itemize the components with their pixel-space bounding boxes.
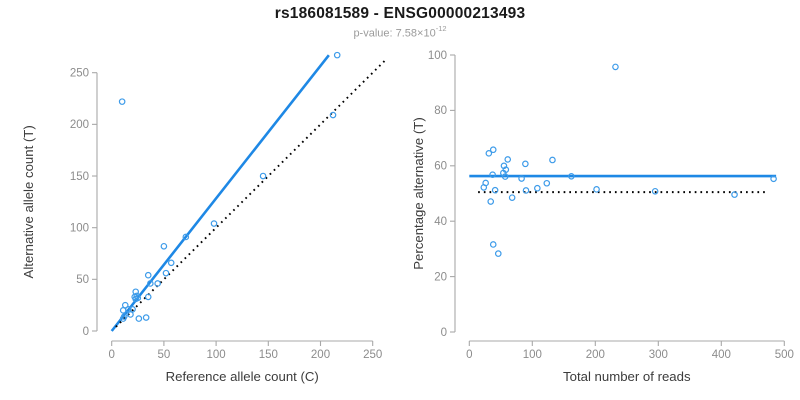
data-point xyxy=(508,194,516,201)
data-point xyxy=(329,111,337,119)
y-tick-label: 60 xyxy=(434,161,447,173)
data-point xyxy=(142,314,150,321)
data-point xyxy=(154,280,161,287)
data-point xyxy=(144,271,152,279)
x-tick-label: 50 xyxy=(158,349,171,361)
data-point xyxy=(522,160,529,168)
data-point xyxy=(147,280,154,287)
data-point xyxy=(501,173,509,180)
x-tick-label: 150 xyxy=(259,349,278,361)
data-point xyxy=(518,175,525,182)
allele-counts-scatter: 0 50 100 150 200 250 0 50 100 150 200 250 Reference … xyxy=(21,51,386,384)
pvalue-exponent: -12 xyxy=(435,24,447,33)
data-point xyxy=(135,315,143,322)
x-axis-title: Reference allele count (C) xyxy=(166,369,319,384)
data-point xyxy=(132,295,140,303)
data-point xyxy=(770,175,777,183)
y-tick-label: 200 xyxy=(70,119,89,131)
y-axis-title: Percentage alternative (T) xyxy=(411,117,426,269)
data-point xyxy=(210,220,218,227)
data-point xyxy=(543,179,551,187)
y-tick-label: 0 xyxy=(83,326,89,338)
data-point xyxy=(489,241,497,248)
pvalue-subtitle: p-value: 7.58×10-12 xyxy=(0,24,800,40)
data-point xyxy=(118,98,126,105)
data-point xyxy=(333,51,341,59)
data-point xyxy=(500,169,507,177)
data-point xyxy=(182,233,190,241)
data-point xyxy=(549,156,556,164)
x-tick-label: 200 xyxy=(311,349,330,361)
x-tick-label: 0 xyxy=(108,349,114,361)
y-tick-label: 50 xyxy=(76,274,89,286)
y-tick-label: 150 xyxy=(70,171,89,183)
data-point xyxy=(144,293,152,301)
data-point xyxy=(504,156,512,163)
data-point xyxy=(731,191,738,198)
data-point xyxy=(259,172,267,180)
data-point xyxy=(487,198,495,205)
data-point xyxy=(489,146,497,154)
data-point xyxy=(593,186,600,193)
y-tick-label: 0 xyxy=(441,327,447,339)
percentage-vs-coverage-scatter: 0 20 40 60 80 100 0 100 200 300 400 500 Total number… xyxy=(411,50,794,384)
x-tick-label: 200 xyxy=(586,349,605,361)
y-axis-title: Alternative allele count (T) xyxy=(21,125,36,278)
identity-line xyxy=(115,59,386,328)
y-tick-label: 100 xyxy=(70,222,89,234)
data-point xyxy=(494,250,502,257)
data-point xyxy=(612,63,619,71)
x-tick-label: 100 xyxy=(523,349,542,361)
data-point xyxy=(480,184,488,191)
y-tick-label: 40 xyxy=(434,216,447,228)
y-tick-label: 250 xyxy=(70,68,89,80)
regression-fit-line xyxy=(110,54,330,332)
y-tick-label: 100 xyxy=(428,50,447,62)
data-point xyxy=(119,307,127,314)
x-tick-label: 500 xyxy=(775,349,794,361)
data-point xyxy=(522,187,530,194)
x-tick-label: 100 xyxy=(207,349,226,361)
data-point xyxy=(491,186,499,194)
data-point xyxy=(651,187,659,195)
data-point xyxy=(119,315,127,322)
data-point xyxy=(489,171,496,178)
data-point xyxy=(167,259,175,267)
y-tick-label: 80 xyxy=(434,105,447,117)
x-tick-label: 250 xyxy=(363,349,382,361)
figure-title: rs186081589 - ENSG00000213493 xyxy=(274,5,526,22)
x-axis-title: Total number of reads xyxy=(563,369,691,384)
y-tick-label: 20 xyxy=(434,271,447,283)
data-point xyxy=(568,173,575,180)
data-point xyxy=(162,269,170,277)
data-point xyxy=(160,242,168,250)
x-tick-label: 400 xyxy=(712,349,731,361)
x-tick-label: 300 xyxy=(649,349,668,361)
data-point xyxy=(127,311,134,318)
data-point xyxy=(485,150,493,157)
pvalue-text: p-value: 7.58×10 xyxy=(353,27,436,40)
x-tick-label: 0 xyxy=(466,349,472,361)
data-point xyxy=(534,184,541,192)
